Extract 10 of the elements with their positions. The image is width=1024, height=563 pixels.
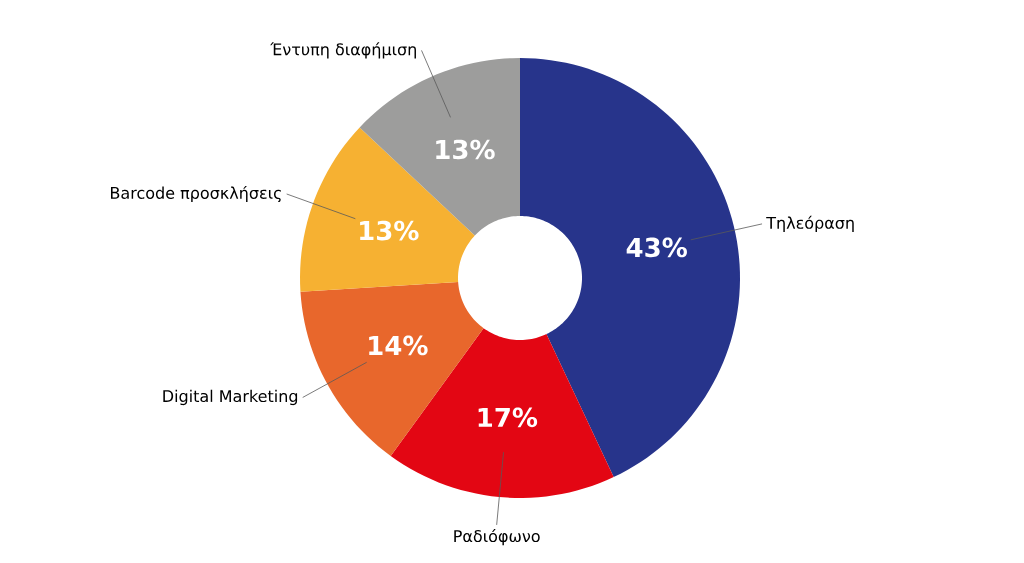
slice-label: Ραδιόφωνο — [454, 529, 540, 546]
data-label: 13% — [436, 139, 495, 160]
data-label: 13% — [360, 220, 419, 241]
slice-label: Τηλεόραση — [766, 215, 854, 232]
data-label: 43% — [626, 237, 687, 258]
slice-label: Barcode προσκλήσεις — [111, 185, 281, 203]
data-label: 14% — [369, 335, 428, 356]
slice-label: Έντυπη διαφήμιση — [270, 42, 416, 59]
slice-label: Digital Marketing — [163, 389, 298, 406]
data-label: 17% — [478, 407, 538, 428]
